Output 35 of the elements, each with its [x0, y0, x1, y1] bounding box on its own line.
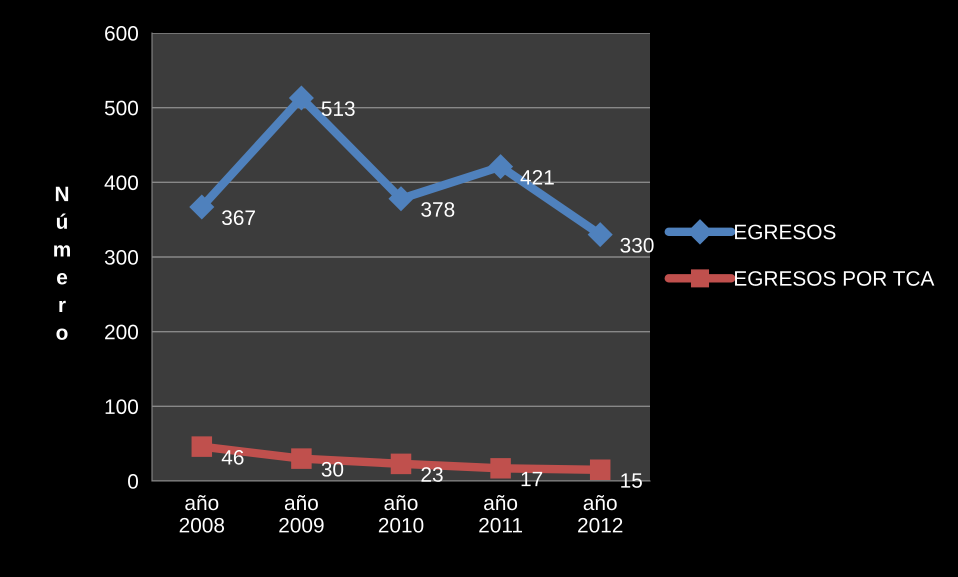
y-tick-label: 400 — [104, 175, 138, 190]
data-label: 513 — [322, 101, 355, 116]
point — [192, 436, 212, 457]
data-label: 15 — [621, 473, 642, 488]
x-tick-label: año 2009 — [279, 495, 324, 533]
legend-label: EGRESOS POR TCA — [735, 271, 934, 286]
data-label: 330 — [620, 238, 654, 253]
point — [390, 454, 412, 474]
point — [590, 460, 610, 480]
point — [189, 194, 214, 220]
x-tick-label: año 2012 — [578, 495, 622, 533]
x-tick-label: año 2010 — [378, 495, 424, 533]
legend-label: EGRESOS — [735, 224, 836, 240]
data-label: 421 — [520, 170, 554, 185]
y-tick-label: 100 — [106, 399, 138, 414]
y-tick-label: 300 — [104, 250, 138, 265]
data-label: 30 — [322, 462, 344, 477]
data-label: 23 — [421, 467, 443, 482]
y-axis-title: Número — [54, 186, 70, 340]
x-tick-label: año 2008 — [180, 495, 224, 533]
data-label: 17 — [522, 472, 542, 486]
data-label: 46 — [222, 450, 244, 465]
point — [488, 154, 513, 179]
point — [588, 222, 613, 247]
data-label: 378 — [421, 202, 454, 217]
y-tick-label: 200 — [105, 324, 138, 340]
y-tick-label: 500 — [104, 100, 138, 116]
x-tick-label: año 2011 — [479, 495, 522, 533]
y-tick-label: 0 — [128, 474, 138, 489]
point — [490, 458, 511, 479]
point — [388, 186, 414, 212]
point — [289, 86, 314, 110]
data-label: 367 — [222, 210, 255, 226]
y-tick-label: 600 — [105, 26, 138, 41]
point — [291, 448, 312, 469]
